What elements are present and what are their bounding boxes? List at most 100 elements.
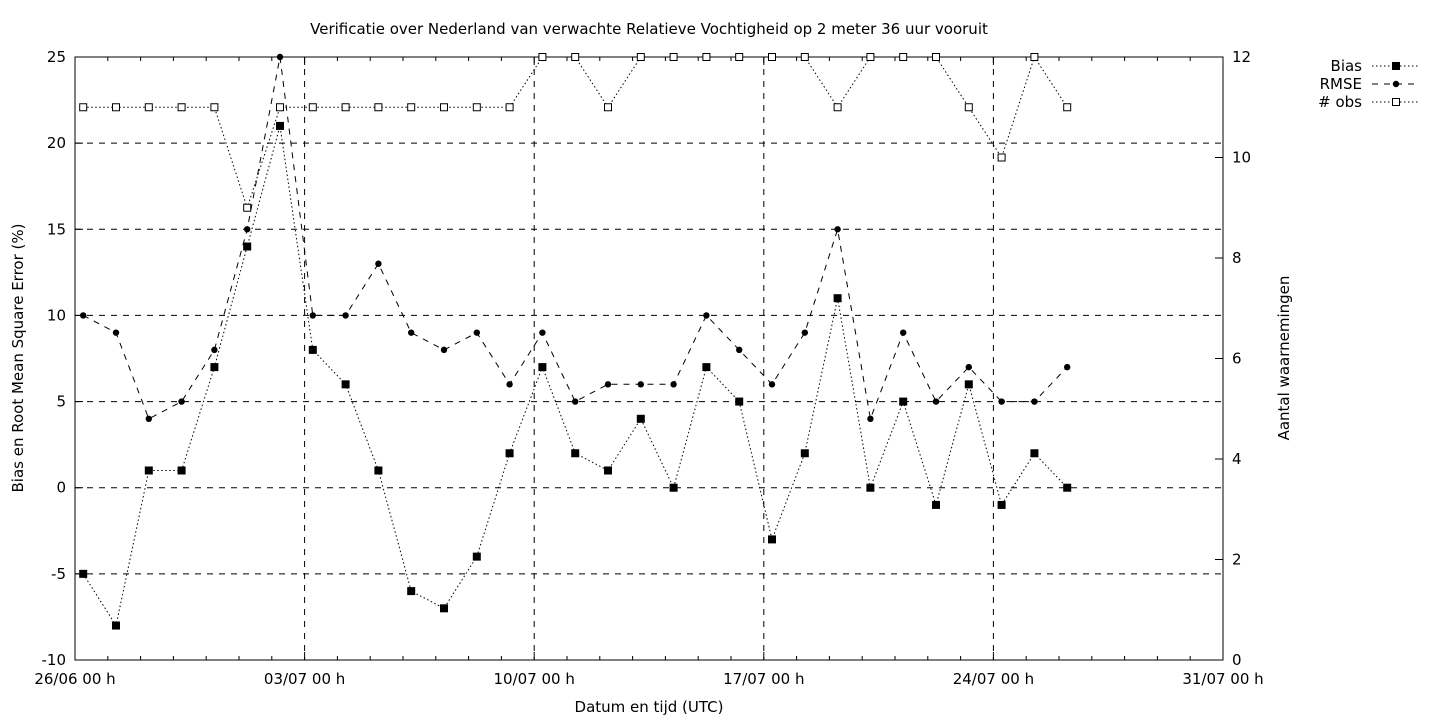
obs-point bbox=[932, 53, 940, 61]
rmse-point bbox=[408, 329, 415, 336]
rmse-point bbox=[1031, 398, 1038, 405]
obs-point bbox=[276, 103, 284, 112]
y2-tick-label: 8 bbox=[1232, 249, 1242, 267]
rmse-point bbox=[506, 381, 513, 388]
y2-tick-label: 2 bbox=[1232, 551, 1242, 569]
series-open-square bbox=[79, 53, 1072, 212]
rmse-point bbox=[309, 312, 316, 319]
y-tick-label: 5 bbox=[56, 393, 66, 411]
obs-point bbox=[702, 53, 711, 61]
bias-point bbox=[374, 466, 383, 475]
obs-point bbox=[833, 103, 842, 112]
obs-point bbox=[636, 53, 645, 61]
series-line bbox=[82, 125, 1068, 627]
obs-point bbox=[571, 53, 580, 61]
obs-point bbox=[505, 103, 514, 112]
obs-point bbox=[407, 103, 416, 112]
rmse-point bbox=[473, 329, 480, 336]
y-tick-label: 0 bbox=[56, 479, 66, 497]
y-tick-label: -5 bbox=[51, 565, 66, 583]
obs-point bbox=[604, 103, 612, 112]
legend-label: RMSE bbox=[1320, 75, 1362, 93]
obs-point bbox=[177, 103, 186, 112]
obs-point bbox=[472, 103, 481, 112]
bias-point bbox=[144, 466, 153, 475]
obs-point bbox=[79, 103, 88, 112]
rmse-point bbox=[834, 226, 841, 233]
bias-point bbox=[1030, 449, 1039, 458]
y-tick-label: 15 bbox=[47, 220, 66, 238]
x-tick-label: 17/07 00 h bbox=[723, 670, 804, 688]
obs-point bbox=[800, 53, 809, 61]
y2-tick-label: 4 bbox=[1232, 450, 1242, 468]
bias-point bbox=[997, 500, 1006, 509]
y2-tick-label: 12 bbox=[1232, 48, 1251, 66]
series-layer bbox=[79, 53, 1072, 630]
rmse-point bbox=[998, 398, 1005, 405]
rmse-point bbox=[900, 329, 907, 336]
obs-point bbox=[964, 103, 973, 112]
bias-point bbox=[833, 294, 842, 303]
legend-label: Bias bbox=[1331, 57, 1363, 75]
obs-point bbox=[1030, 53, 1039, 61]
y-tick-label: -10 bbox=[42, 651, 67, 669]
rmse-point bbox=[670, 381, 677, 388]
bias-point bbox=[964, 380, 973, 389]
obs-point bbox=[144, 103, 153, 112]
obs-point bbox=[243, 203, 252, 212]
rmse-point bbox=[867, 415, 874, 422]
bias-point bbox=[636, 414, 645, 423]
bias-point bbox=[669, 483, 678, 492]
rmse-point bbox=[539, 329, 546, 336]
bias-point bbox=[735, 397, 744, 406]
rmse-point bbox=[572, 398, 579, 405]
rmse-point bbox=[211, 346, 218, 354]
y-tick-label: 20 bbox=[47, 134, 66, 152]
x-tick-label: 03/07 00 h bbox=[264, 670, 345, 688]
plot-frame bbox=[74, 56, 1224, 661]
y-tick-label: 25 bbox=[47, 48, 66, 66]
bias-point bbox=[243, 242, 252, 251]
obs-point bbox=[374, 103, 383, 112]
rmse-point bbox=[178, 398, 185, 405]
bias-point bbox=[308, 345, 317, 354]
legend-label: # obs bbox=[1318, 93, 1362, 111]
obs-point bbox=[866, 53, 875, 61]
bias-point bbox=[440, 604, 448, 613]
rmse-point bbox=[965, 363, 972, 371]
y-axis-label: Bias en Root Mean Square Error (%) bbox=[9, 224, 27, 493]
bias-point bbox=[79, 569, 88, 578]
x-tick-label: 24/07 00 h bbox=[953, 670, 1034, 688]
rmse-point bbox=[604, 381, 612, 388]
rmse-point bbox=[768, 381, 776, 388]
bias-point bbox=[768, 535, 776, 544]
obs-point bbox=[341, 103, 350, 112]
x-tick-label: 10/07 00 h bbox=[494, 670, 575, 688]
bias-point bbox=[1392, 62, 1400, 70]
bias-point bbox=[538, 363, 547, 372]
chart-title: Verificatie over Nederland van verwachte… bbox=[310, 20, 988, 38]
rmse-point bbox=[276, 53, 284, 61]
grid-lines bbox=[75, 57, 1223, 660]
y2-tick-label: 6 bbox=[1232, 350, 1242, 368]
rmse-point bbox=[932, 398, 940, 405]
obs-point bbox=[1063, 103, 1072, 112]
obs-point bbox=[308, 103, 317, 112]
axis-ticks: -10 -5 0 5 10 15 20 25 0 2 4 6 8 10 12 26/06 00 h 03/07 … bbox=[34, 48, 1263, 688]
x-tick-label: 26/06 00 h bbox=[34, 670, 115, 688]
rmse-point bbox=[637, 381, 644, 388]
bias-point bbox=[505, 449, 514, 458]
rmse-point bbox=[1064, 363, 1071, 371]
bias-point bbox=[866, 483, 875, 492]
obs-point bbox=[997, 153, 1006, 162]
bias-point bbox=[800, 449, 809, 458]
series-line bbox=[83, 55, 1068, 210]
obs-point bbox=[768, 53, 776, 61]
obs-point bbox=[899, 53, 908, 61]
rmse-point bbox=[112, 329, 120, 336]
rmse-point bbox=[1392, 80, 1400, 88]
bias-point bbox=[112, 621, 120, 630]
rmse-point bbox=[145, 415, 152, 422]
